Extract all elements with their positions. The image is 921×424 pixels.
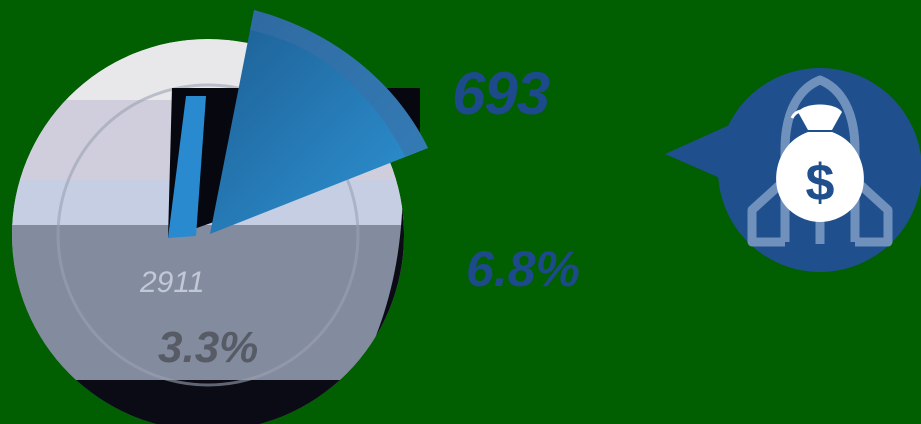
slice-left-piece	[168, 96, 206, 238]
rocket-icon	[747, 75, 893, 247]
svg-text:$: $	[806, 154, 835, 212]
pie-band-grey	[12, 225, 404, 380]
pie-value-label: 2911	[140, 266, 205, 299]
pie-inner-ring	[56, 83, 360, 387]
money-bag-icon: $	[776, 104, 864, 222]
pie-band-dark	[12, 380, 404, 424]
slice-highlight	[250, 10, 428, 156]
exploded-slice	[210, 10, 428, 234]
pie-percent-label: 3.3%	[158, 323, 259, 372]
big-percent: 6.8%	[466, 241, 580, 297]
big-number: 693	[452, 60, 550, 127]
